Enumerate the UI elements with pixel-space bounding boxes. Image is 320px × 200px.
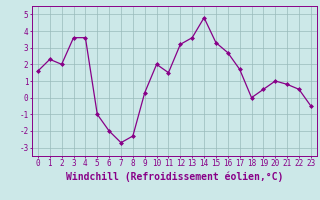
X-axis label: Windchill (Refroidissement éolien,°C): Windchill (Refroidissement éolien,°C): [66, 171, 283, 182]
